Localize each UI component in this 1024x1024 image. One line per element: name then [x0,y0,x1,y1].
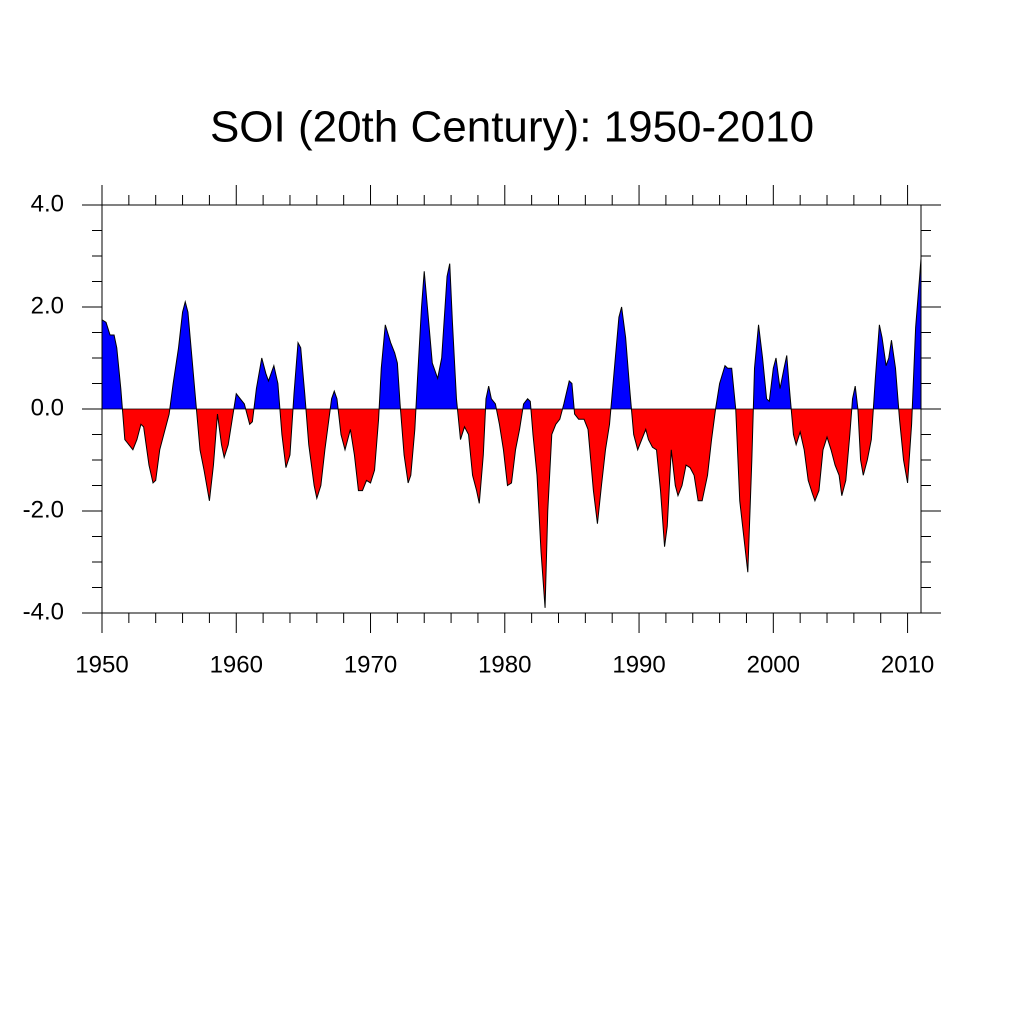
area-negative [102,409,921,608]
area-positive [102,258,921,409]
x-tick-label: 2010 [881,651,934,678]
y-tick-label: -4.0 [23,598,64,625]
x-tick-label: 2000 [747,651,800,678]
x-tick-label: 1970 [344,651,397,678]
x-tick-label: 1950 [75,651,128,678]
y-tick-label: 2.0 [31,292,64,319]
chart-title: SOI (20th Century): 1950-2010 [210,103,814,152]
series-line [101,258,922,608]
x-tick-label: 1980 [478,651,531,678]
y-tick-label: 0.0 [31,394,64,421]
y-tick-label: 4.0 [31,190,64,217]
y-tick-label: -2.0 [23,496,64,523]
x-tick-label: 1990 [612,651,665,678]
x-tick-label: 1960 [210,651,263,678]
